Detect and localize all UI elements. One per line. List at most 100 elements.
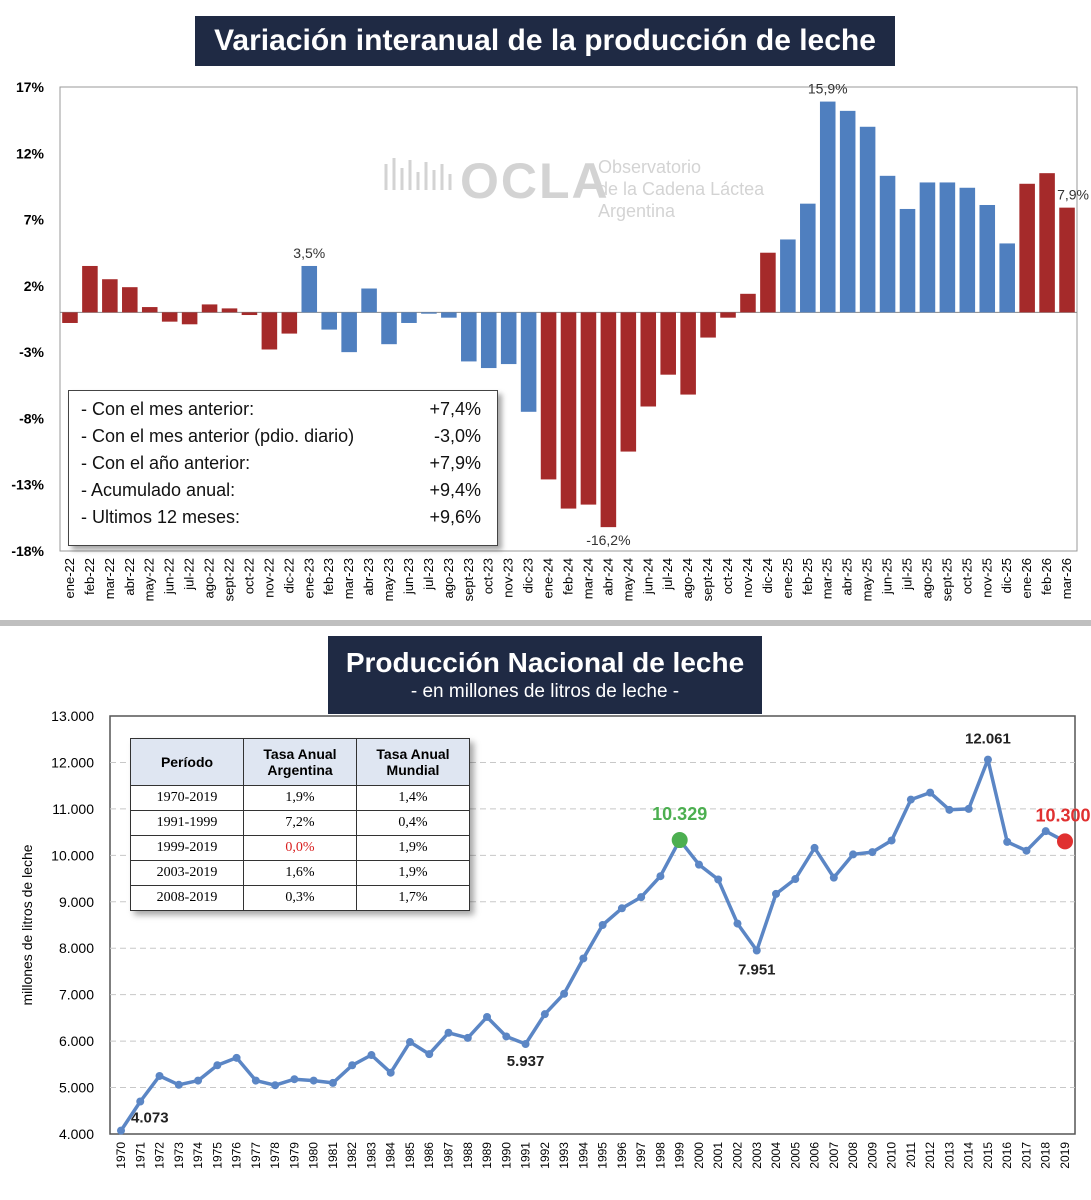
bar xyxy=(899,208,916,313)
x-tick-label: 1994 xyxy=(576,1142,590,1169)
x-tick-label: jul-23 xyxy=(421,558,436,591)
x-tick-label: 1974 xyxy=(191,1142,205,1169)
data-point xyxy=(117,1126,125,1135)
data-point xyxy=(733,919,742,928)
table-cell: 1,7% xyxy=(356,885,470,911)
x-tick-label: 2019 xyxy=(1058,1142,1072,1169)
x-tick-label: 2006 xyxy=(808,1142,822,1169)
x-tick-label: 1988 xyxy=(461,1142,475,1169)
table-cell: 1970-2019 xyxy=(130,785,244,811)
x-tick-label: dic-25 xyxy=(999,558,1014,593)
data-label: 10.300 xyxy=(1035,805,1090,825)
data-point xyxy=(463,1033,472,1042)
x-tick-label: ago-25 xyxy=(919,558,934,598)
data-point xyxy=(136,1097,145,1106)
x-tick-label: 1985 xyxy=(403,1142,417,1169)
production-chart-panel: Producción Nacional de leche - en millon… xyxy=(0,626,1091,1200)
x-tick-label: 2014 xyxy=(962,1142,976,1169)
bar xyxy=(161,312,178,322)
data-point xyxy=(386,1068,395,1077)
panel-divider xyxy=(0,620,1091,626)
table-header: Tasa Anual Mundial xyxy=(356,738,470,786)
table-row: 1991-1999 7,2% 0,4% xyxy=(130,810,470,836)
x-tick-label: 2007 xyxy=(827,1142,841,1169)
x-tick-label: 2017 xyxy=(1019,1142,1033,1169)
data-point xyxy=(271,1081,280,1090)
data-point xyxy=(251,1076,260,1085)
x-tick-label: ene-25 xyxy=(780,558,795,598)
plot-area-frame xyxy=(59,86,1078,552)
x-tick-label: sept-23 xyxy=(461,558,476,601)
bar xyxy=(979,204,996,313)
bar xyxy=(800,203,816,313)
data-label: 7,9% xyxy=(1057,187,1089,203)
x-tick-label: mar-26 xyxy=(1059,558,1074,599)
bar xyxy=(361,288,377,313)
bar xyxy=(421,312,437,314)
x-tick-label: abr-25 xyxy=(840,558,855,596)
y-tick-label: 7% xyxy=(24,212,45,228)
data-point xyxy=(598,921,607,929)
data-label: 5.937 xyxy=(507,1053,545,1070)
ocla-logo-icon xyxy=(384,158,452,190)
bar xyxy=(520,312,537,412)
x-tick-label: ago-22 xyxy=(202,558,217,598)
x-tick-label: sept-22 xyxy=(222,558,237,601)
data-point xyxy=(656,872,665,881)
ocla-subtitle: Observatorio de la Cadena Láctea Argenti… xyxy=(598,156,764,222)
bar xyxy=(341,312,357,353)
x-tick-label: jun-25 xyxy=(880,558,895,595)
data-label: 4.073 xyxy=(131,1110,169,1127)
data-point xyxy=(1003,837,1012,846)
data-label: 10.329 xyxy=(652,804,707,824)
data-point xyxy=(926,788,935,797)
x-tick-label: feb-25 xyxy=(800,558,815,595)
x-tick-label: 1986 xyxy=(422,1142,436,1169)
x-tick-label: ago-24 xyxy=(680,558,695,598)
ocla-line3: Argentina xyxy=(598,201,676,221)
data-point xyxy=(328,1078,337,1087)
bar xyxy=(181,312,198,325)
bar xyxy=(959,187,976,313)
bar xyxy=(640,312,657,407)
data-point xyxy=(174,1080,183,1089)
y-tick-label: 17% xyxy=(16,79,45,95)
data-label: -16,2% xyxy=(586,532,630,548)
bar xyxy=(82,265,98,313)
data-point xyxy=(194,1076,203,1085)
x-tick-label: jun-22 xyxy=(162,558,177,595)
x-tick-label: oct-23 xyxy=(481,558,496,594)
x-tick-label: dic-24 xyxy=(760,558,775,593)
ocla-line1: Observatorio xyxy=(598,157,702,177)
x-tick-label: 2004 xyxy=(769,1142,783,1169)
y-axis-label: millones de litros de leche xyxy=(19,844,35,1005)
summary-row: - Ultimos 12 meses: +9,6% xyxy=(81,507,481,533)
x-tick-label: jul-22 xyxy=(182,558,197,591)
x-tick-label: nov-22 xyxy=(261,558,276,598)
x-tick-label: 1992 xyxy=(538,1142,552,1169)
x-tick-label: 1977 xyxy=(249,1142,263,1169)
x-tick-label: 2010 xyxy=(885,1142,899,1169)
x-tick-label: mar-25 xyxy=(820,558,835,599)
x-tick-label: mar-22 xyxy=(102,558,117,599)
x-tick-label: 2013 xyxy=(942,1142,956,1169)
x-tick-label: 1983 xyxy=(364,1142,378,1169)
table-cell: 0,3% xyxy=(243,885,357,911)
bar xyxy=(381,312,397,345)
table-cell: 1,9% xyxy=(243,785,357,811)
x-tick-label: 1979 xyxy=(287,1142,301,1169)
summary-row: - Acumulado anual: +9,4% xyxy=(81,480,481,506)
data-point xyxy=(540,1010,549,1019)
y-tick-label: 9.000 xyxy=(59,894,94,910)
data-point xyxy=(694,860,703,869)
bar xyxy=(122,287,138,313)
bar xyxy=(660,312,676,375)
summary-label: - Acumulado anual: xyxy=(81,480,236,500)
bar xyxy=(321,312,337,330)
table-cell: 1,9% xyxy=(356,835,470,861)
x-tick-label: feb-24 xyxy=(561,558,576,595)
x-tick-label: 1995 xyxy=(596,1142,610,1169)
x-tick-label: may-24 xyxy=(620,558,635,601)
x-tick-label: sept-25 xyxy=(939,558,954,601)
data-point xyxy=(906,795,915,804)
